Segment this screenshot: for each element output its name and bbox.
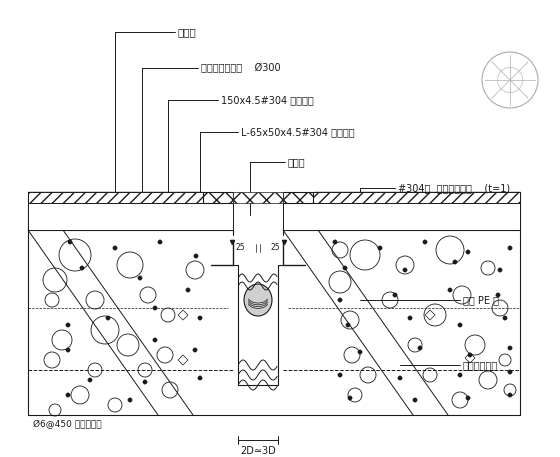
Text: 25: 25 [236, 244, 246, 253]
Text: 泡潤 PE 棒: 泡潤 PE 棒 [463, 295, 499, 305]
Text: 不锈钐化大坠平    Ø300: 不锈钐化大坠平 Ø300 [201, 63, 281, 73]
Bar [28, 203, 233, 230]
Circle shape [418, 346, 422, 350]
Circle shape [423, 240, 427, 244]
Bar [203, 192, 233, 203]
Text: Ø6@450 平派配筋筋: Ø6@450 平派配筋筋 [33, 420, 101, 430]
Circle shape [153, 306, 157, 310]
Bar [28, 192, 233, 203]
Circle shape [80, 266, 84, 270]
Circle shape [193, 348, 197, 352]
Circle shape [358, 350, 362, 354]
Circle shape [198, 316, 202, 320]
Circle shape [453, 260, 457, 264]
Circle shape [66, 348, 70, 352]
Circle shape [498, 268, 502, 272]
Circle shape [194, 254, 198, 258]
Circle shape [466, 396, 470, 400]
Circle shape [186, 288, 190, 292]
Circle shape [333, 240, 337, 244]
Circle shape [458, 373, 462, 377]
Circle shape [158, 240, 162, 244]
Circle shape [378, 246, 382, 250]
Circle shape [468, 353, 472, 357]
Circle shape [343, 266, 347, 270]
Circle shape [68, 240, 72, 244]
Circle shape [448, 288, 452, 292]
Circle shape [338, 373, 342, 377]
Bar [283, 192, 520, 203]
Ellipse shape [244, 284, 272, 316]
Circle shape [413, 398, 417, 402]
Text: 150x4.5#304 不锈钐板: 150x4.5#304 不锈钐板 [221, 95, 314, 105]
Circle shape [508, 393, 512, 397]
Bar [283, 203, 520, 230]
Circle shape [338, 298, 342, 302]
Circle shape [458, 323, 462, 327]
Circle shape [113, 246, 117, 250]
Text: L-65x50x4.5#304 不锈钐骨: L-65x50x4.5#304 不锈钐骨 [241, 127, 354, 137]
Circle shape [508, 246, 512, 250]
Circle shape [66, 323, 70, 327]
Text: 2D≃3D: 2D≃3D [240, 446, 276, 456]
Circle shape [503, 316, 507, 320]
Circle shape [398, 376, 402, 380]
Circle shape [106, 316, 110, 320]
Circle shape [508, 370, 512, 374]
Circle shape [496, 293, 500, 297]
Text: 板缝派: 板缝派 [288, 157, 306, 167]
Circle shape [153, 338, 157, 342]
Circle shape [348, 396, 352, 400]
Bar [233, 192, 283, 203]
Circle shape [346, 323, 350, 327]
Circle shape [403, 268, 407, 272]
Circle shape [128, 398, 132, 402]
Circle shape [88, 378, 92, 382]
Text: #304「  」型不锈钐板    (t=1): #304「 」型不锈钐板 (t=1) [398, 183, 510, 193]
Circle shape [393, 293, 397, 297]
Circle shape [466, 250, 470, 254]
Bar [283, 192, 313, 203]
Text: 模缝派: 模缝派 [178, 27, 197, 37]
Circle shape [408, 316, 412, 320]
Circle shape [508, 346, 512, 350]
Circle shape [198, 376, 202, 380]
Text: 25: 25 [270, 244, 280, 253]
Circle shape [138, 276, 142, 280]
Circle shape [66, 393, 70, 397]
Circle shape [143, 380, 147, 384]
Text: 氥青油肖展缝: 氥青油肖展缝 [463, 360, 498, 370]
